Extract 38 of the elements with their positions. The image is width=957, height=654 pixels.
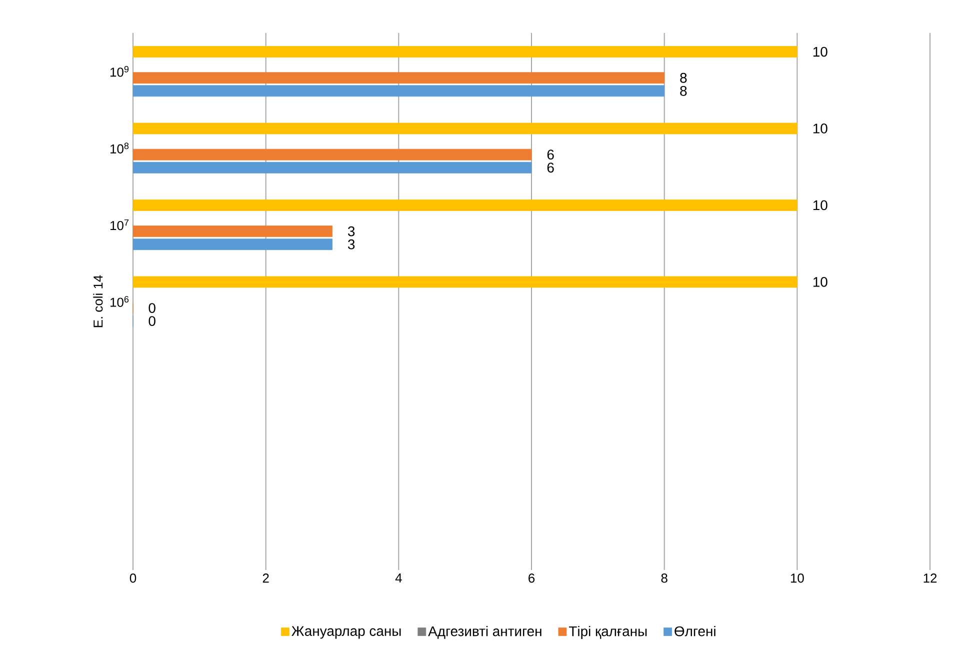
bar [132,162,532,174]
bar [132,85,665,97]
x-tick-label: 10 [790,574,804,583]
y-axis-title: E. coli 14 [93,275,103,328]
legend-label: Адгезивті антиген [428,626,542,639]
data-label: 10 [813,124,828,134]
bar [132,122,798,134]
bar [132,200,798,211]
data-label: 8 [680,72,687,83]
data-label: 3 [348,226,355,236]
bar [132,276,798,288]
data-label: 0 [148,316,156,326]
data-label: 0 [148,303,156,313]
data-label: 6 [547,162,554,173]
bar [132,72,665,84]
bar [132,148,532,160]
y-tick-label: 10$^{6}$ [110,296,129,307]
data-label: 10 [813,46,828,57]
x-tick-label: 8 [661,574,668,583]
x-tick-label: 0 [130,574,136,583]
x-tick-label: 12 [924,574,937,583]
y-tick-label: 10$^{7}$ [110,219,129,230]
bar [132,238,332,250]
y-tick-label: 10$^{8}$ [110,142,129,154]
data-label: 6 [547,150,554,160]
data-label: 10 [813,200,828,210]
x-tick-label: 4 [395,574,402,582]
data-label: 10 [813,276,828,287]
legend-label: Өлгені [674,626,716,636]
data-label: 8 [680,86,687,96]
x-tick-label: 6 [528,574,535,583]
x-tick-label: 2 [262,574,269,583]
data-label: 3 [348,239,355,250]
legend-label: Тірі қалғаны [568,626,647,639]
legend-label: Жануарлар саны [292,626,401,639]
bar [132,46,798,58]
y-tick-label: 10$^{9}$ [110,66,129,77]
bar [132,226,332,238]
